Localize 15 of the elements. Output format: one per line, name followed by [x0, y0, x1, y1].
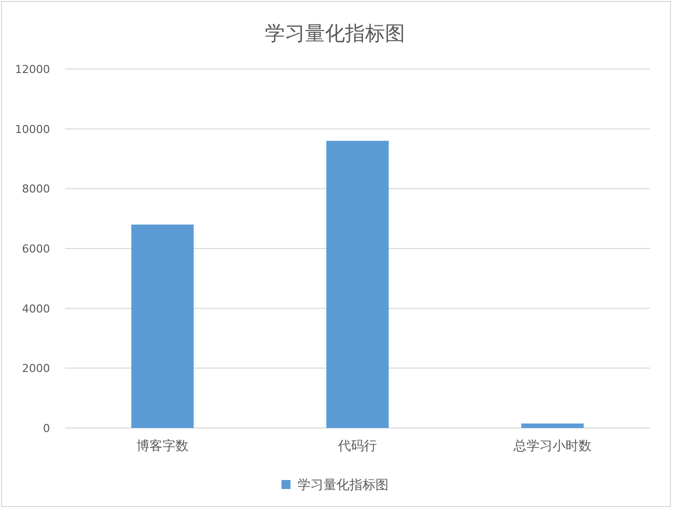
y-tick-label: 12000	[15, 63, 50, 76]
y-tick-label: 10000	[15, 122, 50, 136]
x-tick-label: 博客字数	[136, 438, 188, 454]
bar	[521, 424, 584, 428]
bar	[326, 140, 389, 428]
bar	[131, 224, 194, 428]
x-tick-label: 代码行	[337, 439, 377, 454]
chart-title: 学习量化指标图	[265, 21, 405, 45]
y-tick-label: 0	[43, 422, 50, 435]
y-tick-label: 8000	[22, 182, 50, 196]
legend-label: 学习量化指标图	[298, 478, 388, 493]
y-tick-label: 6000	[22, 242, 50, 256]
x-tick-label: 总学习小时数	[512, 439, 592, 454]
y-tick-label: 2000	[22, 362, 50, 376]
y-tick-label: 4000	[22, 302, 50, 316]
